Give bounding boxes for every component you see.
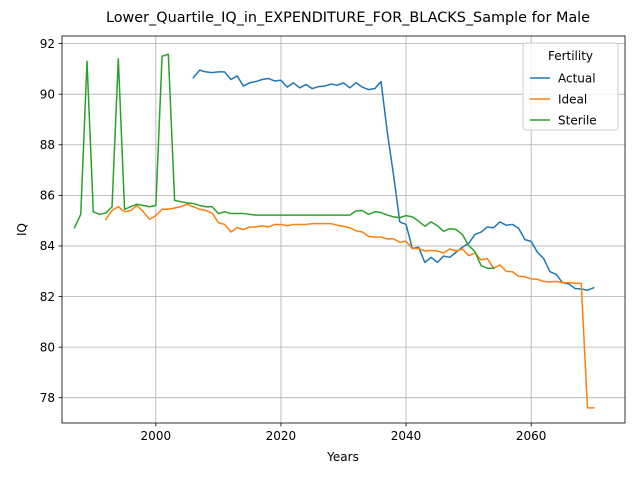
- y-axis-label: IQ: [15, 223, 29, 236]
- y-tick-label: 78: [40, 391, 55, 405]
- x-axis-label: Years: [326, 450, 359, 464]
- legend-title: Fertility: [548, 49, 593, 63]
- series-line-ideal: [104, 203, 595, 409]
- plot-frame: [61, 35, 626, 424]
- x-tick-label: 2060: [516, 429, 547, 443]
- x-tick-label: 2040: [391, 429, 422, 443]
- y-tick-label: 86: [40, 189, 55, 203]
- y-tick-label: 92: [40, 37, 55, 51]
- chart-title: Lower_Quartile_IQ_in_EXPENDITURE_FOR_BLA…: [106, 10, 590, 26]
- y-tick-label: 80: [40, 340, 55, 354]
- legend-entries: Actual Ideal Sterile: [530, 71, 597, 127]
- y-tick-label: 82: [40, 290, 55, 304]
- legend-box: [522, 42, 619, 131]
- legend-label-actual: Actual: [558, 71, 596, 85]
- y-tick-label: 88: [40, 138, 55, 152]
- y-axis: 78 80 82 84 86 88 90 92: [40, 37, 62, 405]
- series-line-actual: [192, 69, 595, 291]
- grid: [62, 36, 625, 423]
- y-tick-label: 84: [40, 239, 55, 253]
- series-line-sterile: [73, 53, 495, 269]
- legend-label-sterile: Sterile: [558, 113, 597, 127]
- series-lines: [73, 53, 595, 409]
- x-tick-label: 2000: [141, 429, 172, 443]
- x-tick-label: 2020: [266, 429, 297, 443]
- legend: Fertility Actual Ideal Sterile: [522, 42, 619, 131]
- y-tick-label: 90: [40, 87, 55, 101]
- legend-label-ideal: Ideal: [558, 92, 587, 106]
- x-axis: 2000 2020 2040 2060: [141, 423, 547, 443]
